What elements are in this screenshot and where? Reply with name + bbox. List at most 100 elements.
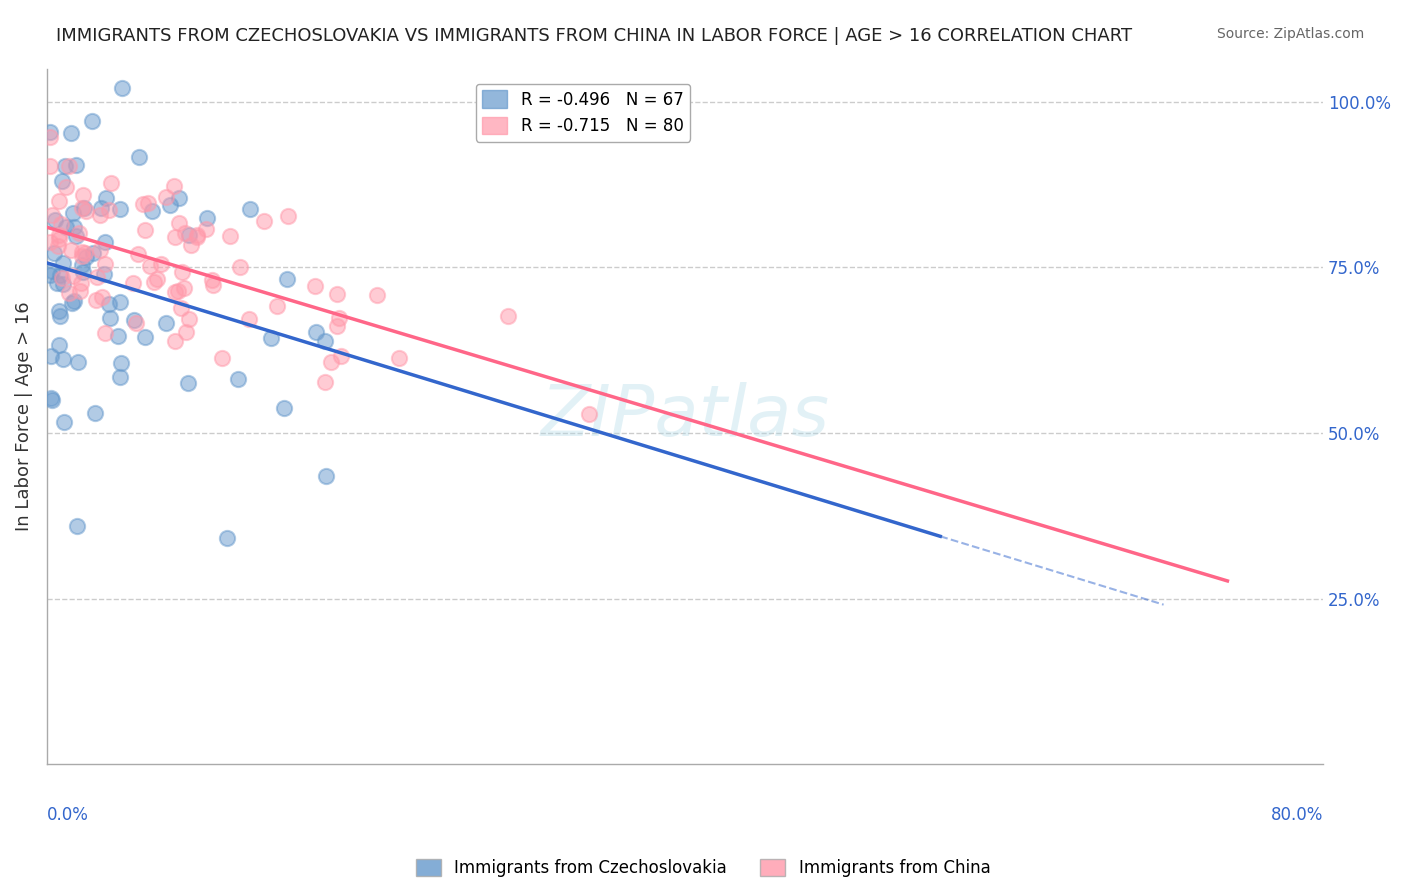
- Point: [69, 284, 91, 298]
- Point: [70, 244, 93, 259]
- Text: ZIPatlas: ZIPatlas: [540, 382, 830, 450]
- Point: [39, 235, 62, 249]
- Point: [63, 220, 86, 235]
- Point: [94, 257, 117, 271]
- Point: [48, 232, 70, 246]
- Point: [138, 196, 160, 211]
- Point: [578, 407, 600, 421]
- Point: [39, 125, 62, 139]
- Text: 0.0%: 0.0%: [46, 806, 89, 824]
- Point: [52, 256, 75, 270]
- Point: [70, 201, 93, 215]
- Point: [128, 150, 150, 164]
- Point: [202, 277, 225, 292]
- Point: [62, 206, 84, 220]
- Point: [98, 311, 121, 326]
- Point: [163, 285, 186, 300]
- Point: [155, 190, 177, 204]
- Point: [52, 277, 75, 292]
- Point: [63, 293, 86, 308]
- Text: Source: ZipAtlas.com: Source: ZipAtlas.com: [1216, 27, 1364, 41]
- Point: [39, 349, 62, 363]
- Point: [72, 188, 94, 202]
- Point: [319, 355, 342, 369]
- Point: [53, 160, 76, 174]
- Point: [60, 243, 83, 257]
- Point: [67, 226, 90, 240]
- Point: [134, 330, 156, 344]
- Point: [167, 284, 190, 298]
- Point: [186, 230, 208, 244]
- Point: [94, 326, 117, 340]
- Point: [122, 312, 145, 326]
- Point: [125, 317, 148, 331]
- Point: [89, 208, 111, 222]
- Point: [46, 277, 69, 291]
- Point: [108, 370, 131, 384]
- Point: [53, 416, 76, 430]
- Point: [174, 326, 197, 340]
- Point: [98, 202, 121, 217]
- Point: [80, 114, 103, 128]
- Point: [273, 401, 295, 415]
- Point: [70, 258, 93, 272]
- Point: [75, 250, 97, 264]
- Point: [305, 325, 328, 339]
- Point: [41, 209, 63, 223]
- Point: [211, 351, 233, 365]
- Point: [167, 191, 190, 205]
- Point: [121, 276, 143, 290]
- Point: [65, 158, 87, 172]
- Point: [163, 230, 186, 244]
- Point: [46, 239, 69, 253]
- Point: [330, 349, 353, 363]
- Point: [60, 296, 83, 310]
- Point: [72, 249, 94, 263]
- Point: [110, 356, 132, 370]
- Point: [48, 338, 70, 352]
- Point: [163, 178, 186, 193]
- Point: [143, 275, 166, 289]
- Point: [253, 214, 276, 228]
- Point: [58, 286, 80, 301]
- Point: [139, 260, 162, 274]
- Point: [201, 273, 224, 287]
- Point: [186, 227, 208, 242]
- Point: [44, 246, 66, 260]
- Point: [326, 286, 349, 301]
- Point: [111, 81, 134, 95]
- Point: [72, 265, 94, 279]
- Point: [51, 271, 73, 285]
- Point: [84, 406, 107, 420]
- Point: [39, 159, 62, 173]
- Point: [366, 288, 388, 302]
- Point: [173, 281, 195, 295]
- Point: [93, 267, 115, 281]
- Point: [52, 351, 75, 366]
- Point: [388, 351, 411, 365]
- Point: [315, 334, 337, 349]
- Point: [65, 229, 87, 244]
- Point: [86, 270, 108, 285]
- Point: [496, 309, 519, 323]
- Point: [48, 227, 70, 242]
- Point: [82, 246, 104, 260]
- Point: [90, 201, 112, 215]
- Point: [179, 311, 201, 326]
- Point: [73, 246, 96, 260]
- Point: [73, 201, 96, 215]
- Point: [94, 235, 117, 250]
- Point: [315, 469, 337, 483]
- Text: IMMIGRANTS FROM CZECHOSLOVAKIA VS IMMIGRANTS FROM CHINA IN LABOR FORCE | AGE > 1: IMMIGRANTS FROM CZECHOSLOVAKIA VS IMMIGR…: [56, 27, 1132, 45]
- Point: [195, 211, 218, 225]
- Point: [49, 309, 72, 323]
- Point: [163, 334, 186, 348]
- Point: [51, 174, 73, 188]
- Point: [62, 269, 84, 284]
- Point: [134, 223, 156, 237]
- Point: [266, 299, 288, 313]
- Point: [48, 194, 70, 209]
- Point: [276, 272, 298, 286]
- Point: [219, 229, 242, 244]
- Point: [90, 290, 112, 304]
